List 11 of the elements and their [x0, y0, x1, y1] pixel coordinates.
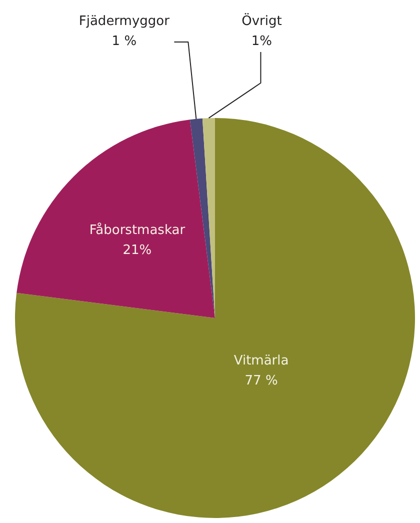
data-label: 77 % [244, 374, 278, 389]
data-label: 1 % [112, 34, 137, 49]
slice-label: Fjädermyggor [78, 14, 170, 29]
slice-label: Övrigt [242, 13, 282, 29]
data-label: 21% [122, 243, 152, 258]
pie-slice [15, 118, 415, 518]
slice-label: Fåborstmaskar [89, 222, 186, 238]
pie-slice [190, 118, 215, 318]
slice-label: Vitmärla [234, 354, 289, 369]
pie-slice [16, 120, 215, 318]
data-label: 1% [251, 34, 272, 49]
